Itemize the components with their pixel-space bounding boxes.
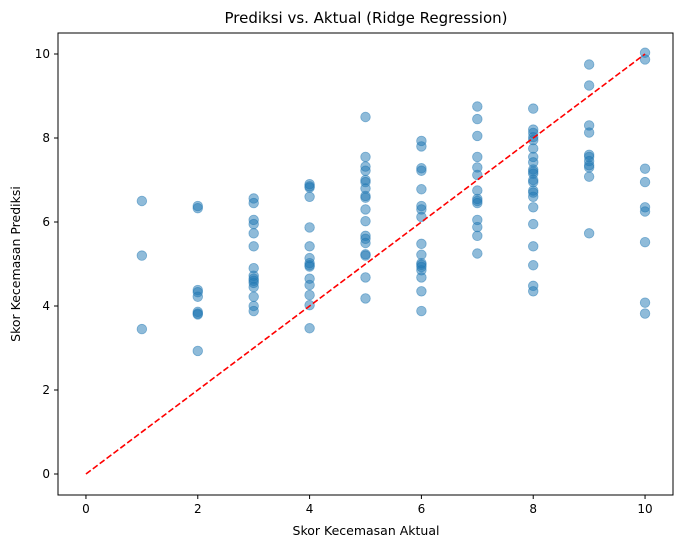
x-axis-ticks: 0 2 4 6 8 10	[82, 495, 653, 516]
data-point	[528, 218, 539, 230]
chart-title: Prediksi vs. Aktual (Ridge Regression)	[224, 9, 507, 27]
data-point	[248, 291, 259, 302]
data-point	[192, 309, 203, 320]
data-point	[360, 272, 371, 283]
data-point	[360, 192, 371, 203]
data-point	[360, 250, 371, 261]
data-point	[192, 291, 203, 302]
data-point	[136, 195, 148, 207]
data-point	[583, 171, 595, 182]
data-point	[583, 162, 595, 173]
x-tick-label: 8	[529, 502, 537, 516]
y-axis-ticks: 0 2 4 6 8 10	[35, 47, 58, 481]
data-point	[416, 272, 427, 283]
data-point	[528, 286, 539, 297]
data-point	[248, 218, 259, 230]
data-point	[192, 345, 203, 357]
data-point	[472, 197, 483, 209]
data-point	[360, 111, 371, 123]
data-point	[528, 191, 539, 203]
data-point	[528, 103, 539, 114]
x-tick-label: 4	[306, 502, 314, 516]
data-point	[416, 305, 427, 317]
data-point	[472, 101, 483, 112]
data-point	[583, 228, 595, 239]
data-point	[472, 248, 483, 259]
data-point	[360, 151, 371, 163]
y-axis-label: Skor Kecemasan Prediksi	[8, 186, 23, 342]
data-point	[416, 238, 427, 250]
data-point	[416, 286, 427, 297]
data-point	[583, 80, 595, 91]
data-point	[472, 151, 483, 163]
y-tick-label: 4	[42, 299, 50, 313]
data-point	[304, 241, 315, 252]
data-point	[248, 197, 259, 209]
data-point	[472, 113, 483, 125]
plot-frame	[57, 32, 674, 496]
data-point	[472, 230, 483, 242]
data-point	[583, 59, 595, 70]
data-point	[639, 308, 651, 319]
data-point	[639, 297, 651, 308]
y-tick-label: 8	[42, 131, 50, 145]
reference-line	[85, 53, 646, 475]
data-point	[248, 241, 259, 252]
x-tick-label: 2	[194, 502, 202, 516]
data-point	[360, 204, 371, 215]
y-tick-label: 0	[42, 467, 50, 481]
x-tick-label: 0	[82, 502, 90, 516]
data-point	[360, 293, 371, 304]
data-point	[583, 127, 595, 138]
data-point	[248, 305, 259, 317]
reference-line-layer	[85, 53, 646, 475]
data-point	[639, 206, 651, 217]
data-point	[472, 221, 483, 233]
data-point	[248, 281, 259, 293]
data-point	[472, 130, 483, 142]
data-points	[136, 47, 651, 357]
y-tick-label: 10	[35, 47, 50, 61]
y-tick-label: 6	[42, 215, 50, 229]
data-point	[528, 202, 539, 213]
data-point	[416, 165, 427, 176]
x-tick-label: 10	[637, 502, 652, 516]
data-point	[304, 191, 315, 203]
data-point	[360, 237, 371, 249]
data-point	[360, 165, 371, 176]
data-point	[304, 261, 315, 272]
data-point	[304, 182, 315, 193]
data-point	[304, 323, 315, 334]
data-point	[304, 289, 315, 301]
x-axis-label: Skor Kecemasan Aktual	[293, 523, 440, 538]
data-point	[248, 228, 259, 239]
data-point	[304, 279, 315, 291]
x-tick-label: 6	[418, 502, 426, 516]
data-point	[416, 184, 427, 195]
data-point	[192, 202, 203, 214]
data-point	[304, 222, 315, 233]
data-point	[416, 141, 427, 152]
data-point	[639, 236, 651, 248]
data-point	[639, 176, 651, 188]
data-point	[528, 241, 539, 252]
y-tick-label: 2	[42, 383, 50, 397]
data-point	[360, 215, 371, 227]
data-point	[639, 163, 651, 174]
data-point	[528, 260, 539, 271]
data-point	[136, 323, 148, 335]
data-point	[639, 54, 651, 65]
data-point	[136, 250, 148, 261]
